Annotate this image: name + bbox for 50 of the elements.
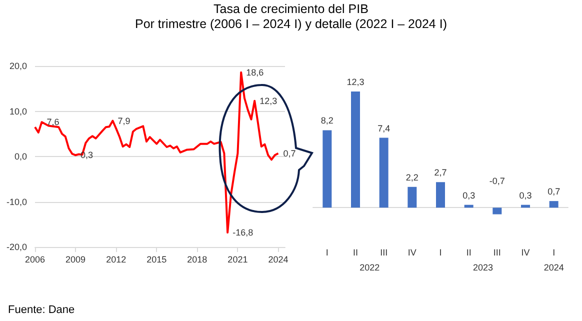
- text: 2022: [360, 262, 380, 272]
- data-label: 0,3: [519, 190, 532, 200]
- text: 2024: [544, 262, 564, 272]
- x-tick-label: IV: [408, 248, 416, 258]
- x-tick-label: 2012: [106, 254, 126, 264]
- data-label: 18,6: [246, 67, 264, 78]
- x-tick-label: 2021: [228, 254, 248, 264]
- x-tick-label: 2006: [24, 254, 46, 264]
- y-tick-label: 0,0: [14, 152, 27, 162]
- text: 2023: [472, 262, 494, 272]
- bar: [436, 182, 445, 208]
- bar: [379, 138, 388, 208]
- data-label: 0,3: [80, 150, 94, 160]
- source-note: Fuente: Dane: [8, 304, 75, 316]
- x-tick-label: II: [466, 248, 472, 258]
- x-tick-label: III: [493, 248, 501, 258]
- data-label: 0,3: [462, 190, 476, 200]
- data-label: 2,2: [406, 172, 418, 182]
- y-tick-label: 20,0: [9, 61, 27, 71]
- data-label: -16,8: [232, 228, 254, 238]
- x-tick-label: IV: [521, 248, 530, 258]
- data-label: 2,7: [434, 168, 447, 178]
- bar: [492, 208, 502, 214]
- chart-subtitle: Por trimestre (2006 I – 2024 I) y detalle (2022 I – 2024 I): [134, 17, 448, 32]
- x-tick-label: 2024: [268, 254, 288, 264]
- x-tick-label: I: [439, 248, 442, 258]
- data-label: 8,2: [320, 116, 334, 126]
- bar: [408, 186, 417, 208]
- data-label: -0,7: [489, 176, 505, 186]
- data-label: 7,4: [378, 123, 390, 134]
- y-tick-label: -10,0: [6, 196, 27, 207]
- x-tick-label: I: [552, 248, 556, 258]
- bar: [549, 201, 558, 208]
- y-tick-label: -20,0: [6, 242, 27, 252]
- x-tick-label: I: [326, 248, 328, 258]
- data-label: 0,7: [283, 148, 296, 158]
- data-label: 7,6: [46, 117, 60, 128]
- y-tick-label: 10,0: [9, 106, 27, 116]
- x-tick-label: 2009: [66, 254, 86, 264]
- chart-title: Tasa de crecimiento del PIB: [212, 2, 370, 17]
- x-tick-label: 2015: [146, 254, 167, 264]
- bar: [351, 92, 360, 208]
- data-label: 0,7: [548, 186, 560, 197]
- x-tick-label: III: [380, 248, 388, 258]
- x-tick-label: 2018: [187, 254, 208, 264]
- x-tick-label: II: [352, 248, 358, 258]
- data-label: 12,3: [260, 96, 278, 106]
- data-label: 12,3: [346, 77, 364, 87]
- bar: [322, 130, 332, 208]
- data-label: 7,9: [118, 116, 130, 126]
